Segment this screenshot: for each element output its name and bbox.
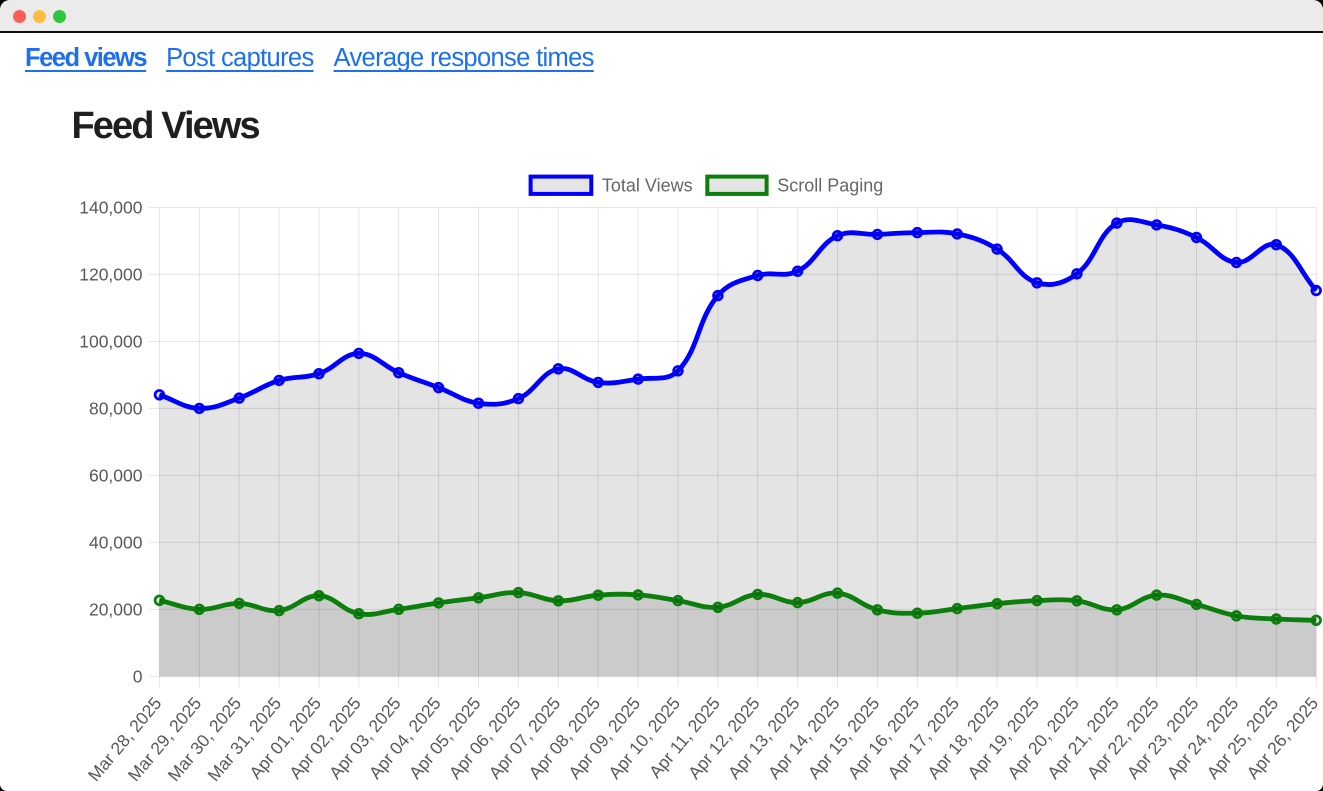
svg-text:60,000: 60,000	[89, 466, 143, 486]
svg-text:Scroll Paging: Scroll Paging	[777, 176, 883, 196]
svg-text:120,000: 120,000	[79, 265, 143, 285]
svg-text:40,000: 40,000	[89, 533, 143, 553]
svg-text:0: 0	[133, 667, 143, 687]
svg-text:Total Views: Total Views	[602, 176, 693, 196]
svg-text:20,000: 20,000	[89, 600, 143, 620]
svg-text:140,000: 140,000	[79, 198, 143, 218]
svg-text:100,000: 100,000	[79, 332, 143, 352]
svg-text:80,000: 80,000	[89, 399, 143, 419]
